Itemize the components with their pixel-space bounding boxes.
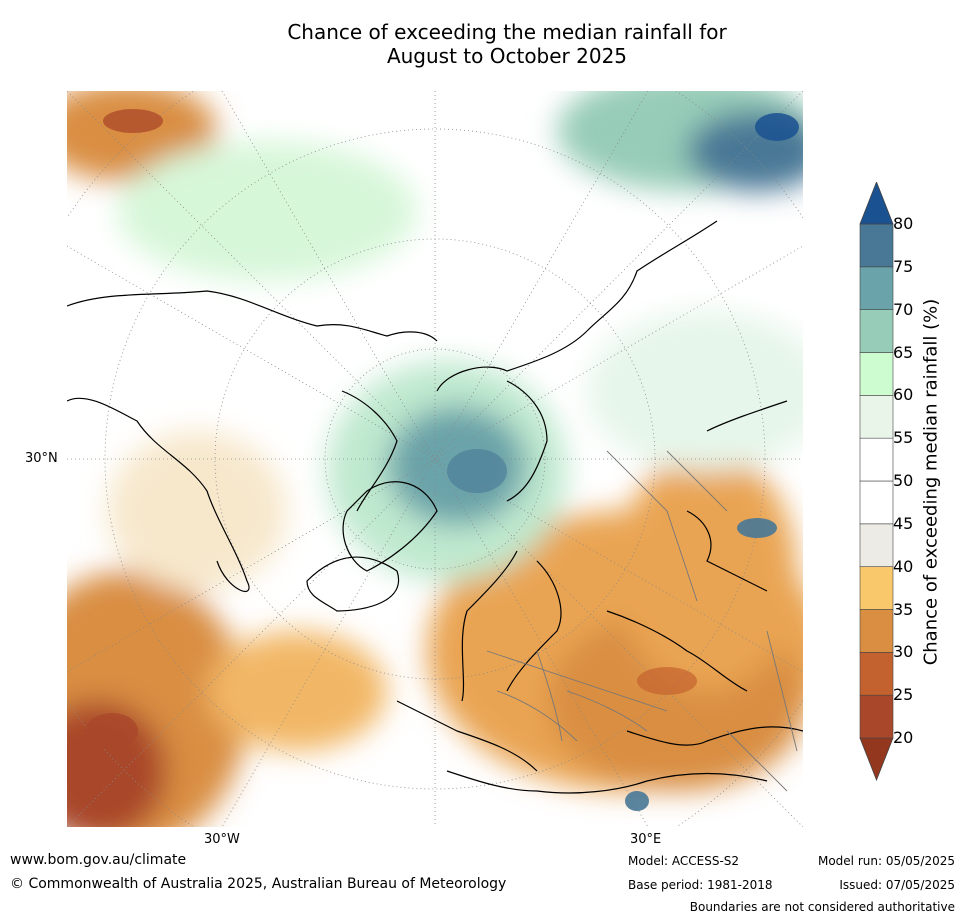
colorbar-tick-label: 45	[893, 513, 914, 533]
colorbar-tick-label: 30	[893, 642, 914, 662]
colorbar-segment	[859, 352, 894, 396]
rainfall-map	[67, 91, 803, 827]
colorbar-segment	[859, 437, 894, 482]
model-name: Model: ACCESS-S2	[628, 854, 740, 868]
colorbar-tick-label: 80	[893, 214, 914, 233]
colorbar-segment	[859, 223, 894, 268]
lat-label-30n: 30°N	[25, 451, 58, 466]
lon-label-30e: 30°E	[630, 832, 662, 847]
colorbar-tick-label: 40	[893, 556, 914, 576]
borders	[486, 450, 798, 792]
colorbar-segment	[859, 652, 894, 696]
colorbar-segment	[859, 694, 894, 739]
colorbar-extension-low	[859, 737, 894, 782]
issued-date: Issued: 07/05/2025	[839, 878, 955, 892]
colorbar-segment	[859, 309, 894, 353]
coastlines	[67, 220, 803, 794]
graticule	[67, 91, 803, 827]
strong-anomalies	[86, 109, 799, 811]
copyright-text: © Commonwealth of Australia 2025, Austra…	[10, 876, 507, 892]
colorbar-tick-label: 75	[893, 256, 914, 276]
colorbar-label: Chance of exceeding median rainfall (%)	[920, 298, 942, 666]
colorbar-segment	[859, 566, 894, 610]
title-line-2: August to October 2025	[386, 44, 628, 68]
colorbar-tick-label: 25	[893, 685, 914, 705]
colorbar-segment	[859, 266, 894, 310]
lon-label-30w: 30°W	[204, 832, 240, 847]
model-run-date: Model run: 05/05/2025	[817, 854, 955, 868]
base-period: Base period: 1981-2018	[628, 878, 773, 892]
boundaries-disclaimer: Boundaries are not considered authoritat…	[689, 900, 955, 914]
colorbar-tick-label: 50	[893, 471, 914, 490]
colorbar-segment	[859, 480, 894, 525]
map-svg	[67, 91, 803, 827]
colorbar-extension-high	[859, 182, 894, 225]
title-line-1: Chance of exceeding the median rainfall …	[287, 20, 727, 44]
colorbar-segment	[859, 395, 894, 439]
colorbar-tick-label: 60	[893, 385, 914, 405]
colorbar	[859, 182, 894, 782]
colorbar-segment	[859, 609, 894, 653]
colorbar-tick-label: 55	[893, 428, 914, 448]
colorbar-tick-label: 35	[893, 599, 914, 619]
colorbar-tick-label: 65	[893, 342, 914, 362]
colorbar-tick-label: 20	[893, 728, 914, 747]
website-link[interactable]: www.bom.gov.au/climate	[10, 852, 187, 868]
map-title: Chance of exceeding the median rainfall …	[0, 20, 965, 68]
colorbar-segment	[859, 523, 894, 567]
colorbar-tick-label: 70	[893, 299, 914, 319]
